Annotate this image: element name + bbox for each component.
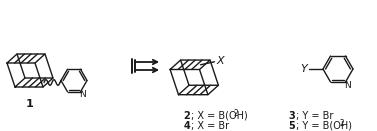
Text: 5: 5 xyxy=(288,121,295,131)
Text: 2: 2 xyxy=(183,111,190,121)
Text: 3: 3 xyxy=(288,111,295,121)
Text: Y: Y xyxy=(300,64,307,74)
Text: 2: 2 xyxy=(339,119,344,129)
Text: 4: 4 xyxy=(183,121,190,131)
Text: N: N xyxy=(344,81,351,89)
Text: 1: 1 xyxy=(26,99,34,109)
Text: ; Y = B(OH): ; Y = B(OH) xyxy=(296,121,352,131)
Text: ; X = Br: ; X = Br xyxy=(191,121,229,131)
Text: N: N xyxy=(79,90,86,99)
Text: ; X = B(OH): ; X = B(OH) xyxy=(191,111,248,121)
Text: X: X xyxy=(216,56,224,66)
Text: 2: 2 xyxy=(234,110,239,119)
Text: ; Y = Br: ; Y = Br xyxy=(296,111,333,121)
